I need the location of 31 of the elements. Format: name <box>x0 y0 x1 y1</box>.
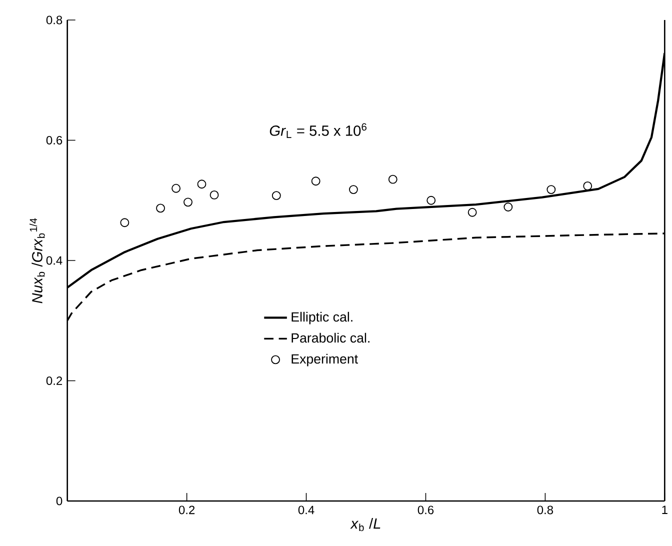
point <box>426 196 436 205</box>
point <box>120 218 130 228</box>
point <box>504 202 513 212</box>
point <box>348 185 358 194</box>
point <box>210 190 219 200</box>
legend-label: Parabolic cal. <box>292 332 370 343</box>
x-tick-label: 0.4 <box>298 506 314 514</box>
x-tick-label: 0.6 <box>418 506 434 514</box>
x-tick-label: 1 <box>662 506 668 514</box>
point <box>156 204 165 213</box>
x-tick-label: 0.2 <box>178 506 195 514</box>
point <box>388 174 398 184</box>
annotation: Gr$_{L}$ = 5.5 x 10$^{6}$ <box>270 123 366 138</box>
point <box>272 191 281 200</box>
y-tick-label: 0.8 <box>46 16 62 24</box>
y-tick-label: 0.4 <box>46 256 62 265</box>
point <box>468 208 477 217</box>
point <box>184 198 192 207</box>
legend-label: Experiment <box>292 354 358 366</box>
x-tick-label: 0.8 <box>537 506 554 514</box>
x-axis-title: x$_{b}$ /L <box>350 518 380 532</box>
y-tick-label: 0.6 <box>46 136 62 145</box>
y-axis-title: Nux$_{b}$ /Grx$_{b}$1/4 <box>30 218 45 304</box>
y-tick-label: 0 <box>56 496 62 506</box>
point <box>546 185 556 194</box>
y-tick-label: 0.2 <box>46 376 62 385</box>
point <box>311 176 320 186</box>
point <box>197 180 206 189</box>
legend-label: Elliptic cal. <box>292 312 352 324</box>
point <box>172 184 181 193</box>
point <box>583 181 592 190</box>
